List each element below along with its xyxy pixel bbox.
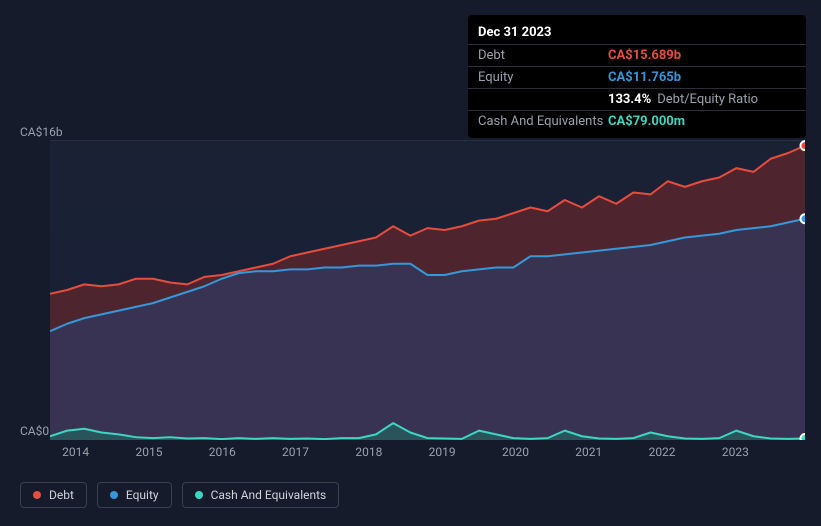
x-axis-label: 2023 [722, 445, 749, 459]
legend-dot-icon [110, 491, 118, 499]
tooltip-row: EquityCA$11.765b [468, 66, 806, 88]
y-axis-label-top: CA$16b [20, 125, 63, 139]
chart-container: Dec 31 2023 DebtCA$15.689bEquityCA$11.76… [0, 0, 821, 526]
tooltip-row: 133.4% Debt/Equity Ratio [468, 88, 806, 110]
x-axis-label: 2019 [429, 445, 456, 459]
x-axis-label: 2021 [575, 445, 602, 459]
legend-item[interactable]: Debt [20, 482, 87, 508]
tooltip-row-label: Debt [478, 48, 608, 63]
x-axis-label: 2020 [502, 445, 529, 459]
y-axis-label-bottom: CA$0 [20, 424, 49, 438]
x-axis-label: 2022 [649, 445, 676, 459]
tooltip-date: Dec 31 2023 [468, 21, 806, 44]
chart-plot[interactable] [50, 140, 805, 440]
tooltip-row-label: Equity [478, 70, 608, 85]
tooltip-row-extra: Debt/Equity Ratio [657, 92, 758, 107]
legend: Debt Equity Cash And Equivalents [20, 482, 339, 508]
tooltip-row-value: CA$15.689b [608, 48, 681, 63]
tooltip: Dec 31 2023 DebtCA$15.689bEquityCA$11.76… [468, 15, 806, 138]
x-axis-label: 2014 [62, 445, 89, 459]
legend-label: Equity [126, 488, 159, 502]
legend-label: Debt [49, 488, 74, 502]
tooltip-row: DebtCA$15.689b [468, 44, 806, 66]
tooltip-row-label [478, 92, 608, 107]
tooltip-row-label: Cash And Equivalents [478, 114, 608, 129]
legend-dot-icon [195, 491, 203, 499]
x-axis: 2014 2015 2016 2017 2018 2019 2020 2021 2022 2023 [50, 445, 805, 465]
tooltip-row-value: 133.4% [608, 92, 651, 107]
legend-item[interactable]: Equity [97, 482, 172, 508]
x-axis-label: 2016 [209, 445, 236, 459]
tooltip-row-value: CA$79.000m [608, 114, 685, 129]
tooltip-row: Cash And EquivalentsCA$79.000m [468, 110, 806, 132]
x-axis-label: 2017 [282, 445, 309, 459]
x-axis-label: 2018 [355, 445, 382, 459]
tooltip-row-value: CA$11.765b [608, 70, 681, 85]
legend-dot-icon [33, 491, 41, 499]
legend-label: Cash And Equivalents [211, 488, 327, 502]
legend-item[interactable]: Cash And Equivalents [182, 482, 340, 508]
x-axis-label: 2015 [135, 445, 162, 459]
